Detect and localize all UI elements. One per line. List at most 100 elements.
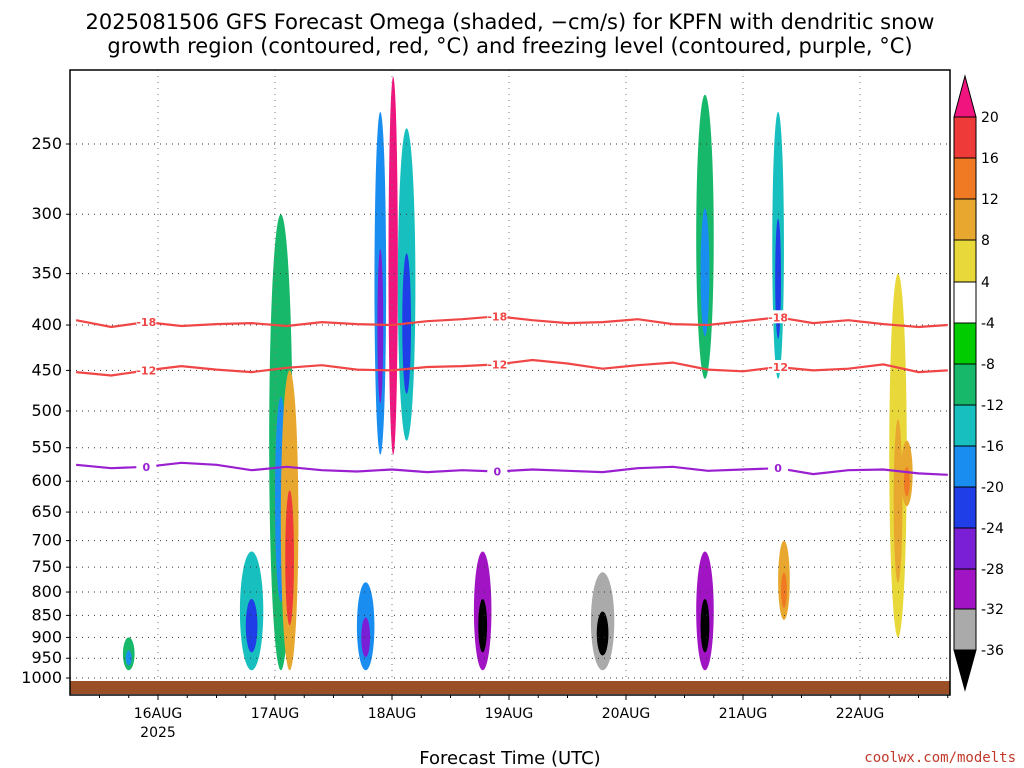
colorbar-bottom-triangle bbox=[953, 649, 977, 692]
y-tick-label: 450 bbox=[31, 360, 62, 379]
contour-label-bg bbox=[487, 464, 508, 478]
y-tick-label: 600 bbox=[31, 471, 62, 490]
colorbar-label: -8 bbox=[981, 357, 995, 373]
omega-shaded-core bbox=[390, 227, 396, 398]
x-tick-label: 17AUG bbox=[251, 706, 300, 722]
contour-label: 0 bbox=[774, 462, 782, 475]
omega-shaded-core bbox=[285, 490, 295, 626]
y-tick-label: 550 bbox=[31, 438, 62, 457]
y-tick-label: 1000 bbox=[21, 668, 62, 687]
colorbar-segment bbox=[953, 322, 977, 365]
colorbar-label: -20 bbox=[981, 480, 1004, 496]
omega-shaded-core bbox=[781, 572, 787, 609]
colorbar-segment bbox=[953, 486, 977, 529]
omega-shaded-core bbox=[478, 598, 488, 653]
x-tick-label: 21AUG bbox=[719, 706, 768, 722]
y-tick-label: 400 bbox=[31, 315, 62, 334]
colorbar-top-triangle bbox=[953, 74, 977, 118]
contour-label: -18 bbox=[768, 311, 788, 324]
temperature-contours: -18 -18 -18 -12 -12 -12 0 0 0 bbox=[75, 309, 948, 478]
contour-label: -12 bbox=[487, 358, 507, 371]
contour-label-bg bbox=[768, 310, 789, 324]
x-axis-label: Forecast Time (UTC) bbox=[419, 748, 600, 768]
y-tick-label: 900 bbox=[31, 627, 62, 646]
colorbar-label: 4 bbox=[981, 275, 990, 291]
omega-shaded-core bbox=[377, 248, 384, 404]
colorbar-label: -4 bbox=[981, 316, 995, 332]
y-tick-label: 500 bbox=[31, 401, 62, 420]
omega-shaded-core bbox=[700, 598, 710, 653]
omega-shaded-core bbox=[903, 466, 910, 497]
colorbar-segment bbox=[953, 157, 977, 200]
omega-shaded-core bbox=[596, 611, 609, 656]
y-tick-label: 700 bbox=[31, 531, 62, 550]
x-tick-label: 19AUG bbox=[485, 706, 534, 722]
contour-label-bg bbox=[136, 363, 157, 377]
omega-shaded-core bbox=[245, 598, 258, 653]
colorbar-segment bbox=[953, 281, 977, 324]
x-axis-year: 2025 bbox=[140, 725, 176, 741]
colorbar: 20 16 12 8 4 -4 -8 -12 -16 -20 -24 -28 -32 -36 bbox=[953, 74, 1004, 692]
colorbar-label: 12 bbox=[981, 192, 999, 208]
colorbar-label: -16 bbox=[981, 439, 1004, 455]
colorbar-segment bbox=[953, 527, 977, 570]
x-tick-label: 20AUG bbox=[602, 706, 651, 722]
contour-line bbox=[75, 358, 948, 377]
contour-label-bg bbox=[136, 315, 157, 329]
y-tick-label: 750 bbox=[31, 557, 62, 576]
colorbar-segment bbox=[953, 239, 977, 283]
colorbar-label: -36 bbox=[981, 643, 1004, 659]
contour-line bbox=[75, 461, 948, 476]
colorbar-label: 20 bbox=[981, 110, 999, 126]
contour-label-bg bbox=[768, 359, 789, 373]
colorbar-label: -12 bbox=[981, 398, 1004, 414]
plot-background bbox=[70, 70, 950, 695]
colorbar-label: 16 bbox=[981, 151, 999, 167]
y-tick-label: 850 bbox=[31, 605, 62, 624]
grid-lines bbox=[70, 70, 950, 695]
colorbar-segment bbox=[953, 116, 977, 159]
colorbar-segment bbox=[953, 363, 977, 406]
chart-title-line-2: growth region (contoured, red, °C) and f… bbox=[107, 34, 912, 58]
y-tick-label: 250 bbox=[31, 134, 62, 153]
omega-shaded-core bbox=[893, 419, 903, 583]
x-tick-label: 18AUG bbox=[368, 706, 417, 722]
credit-text: coolwx.com/modelts bbox=[864, 750, 1016, 766]
contour-label: -18 bbox=[136, 316, 156, 329]
plot-frame bbox=[69, 69, 951, 696]
omega-shaded-core bbox=[775, 218, 782, 339]
omega-shading bbox=[122, 76, 913, 671]
contour-label-bg bbox=[487, 309, 508, 323]
colorbar-segment bbox=[953, 404, 977, 447]
contour-label: -12 bbox=[136, 364, 156, 377]
contour-label-bg bbox=[136, 459, 157, 473]
x-tick-label: 16AUG bbox=[134, 706, 183, 722]
omega-shaded-core bbox=[125, 650, 132, 666]
colorbar-segment bbox=[953, 198, 977, 241]
y-tick-label: 800 bbox=[31, 582, 62, 601]
colorbar-segment bbox=[953, 568, 977, 610]
omega-shaded-core bbox=[361, 617, 371, 658]
chart-title-line-1: 2025081506 GFS Forecast Omega (shaded, −… bbox=[86, 10, 935, 34]
pressure-axis: 250 300 350 400 450 500 550 600 650 700 750 800 850 9… bbox=[21, 134, 70, 687]
contour-label: -18 bbox=[487, 310, 507, 323]
y-tick-label: 650 bbox=[31, 502, 62, 521]
contour-label: 0 bbox=[142, 461, 150, 474]
colorbar-label: -32 bbox=[981, 602, 1004, 618]
x-tick-label: 22AUG bbox=[836, 706, 885, 722]
time-axis: 16AUG 17AUG 18AUG 19AUG 20AUG 21AUG 22AUG bbox=[99, 695, 949, 722]
colorbar-segment bbox=[953, 445, 977, 488]
colorbar-label: 8 bbox=[981, 233, 990, 249]
surface-ground-strip bbox=[70, 681, 950, 694]
plot-area: -18 -18 -18 -12 -12 -12 0 0 0 bbox=[69, 69, 951, 696]
contour-label: 0 bbox=[493, 465, 501, 478]
contour-label-bg bbox=[487, 357, 508, 371]
y-tick-label: 350 bbox=[31, 264, 62, 283]
colorbar-label: -24 bbox=[981, 521, 1004, 537]
omega-shaded-core bbox=[700, 208, 710, 337]
colorbar-label: -28 bbox=[981, 562, 1004, 578]
contour-label: -12 bbox=[768, 361, 788, 374]
contour-line bbox=[75, 315, 948, 329]
contour-label-bg bbox=[768, 461, 789, 475]
